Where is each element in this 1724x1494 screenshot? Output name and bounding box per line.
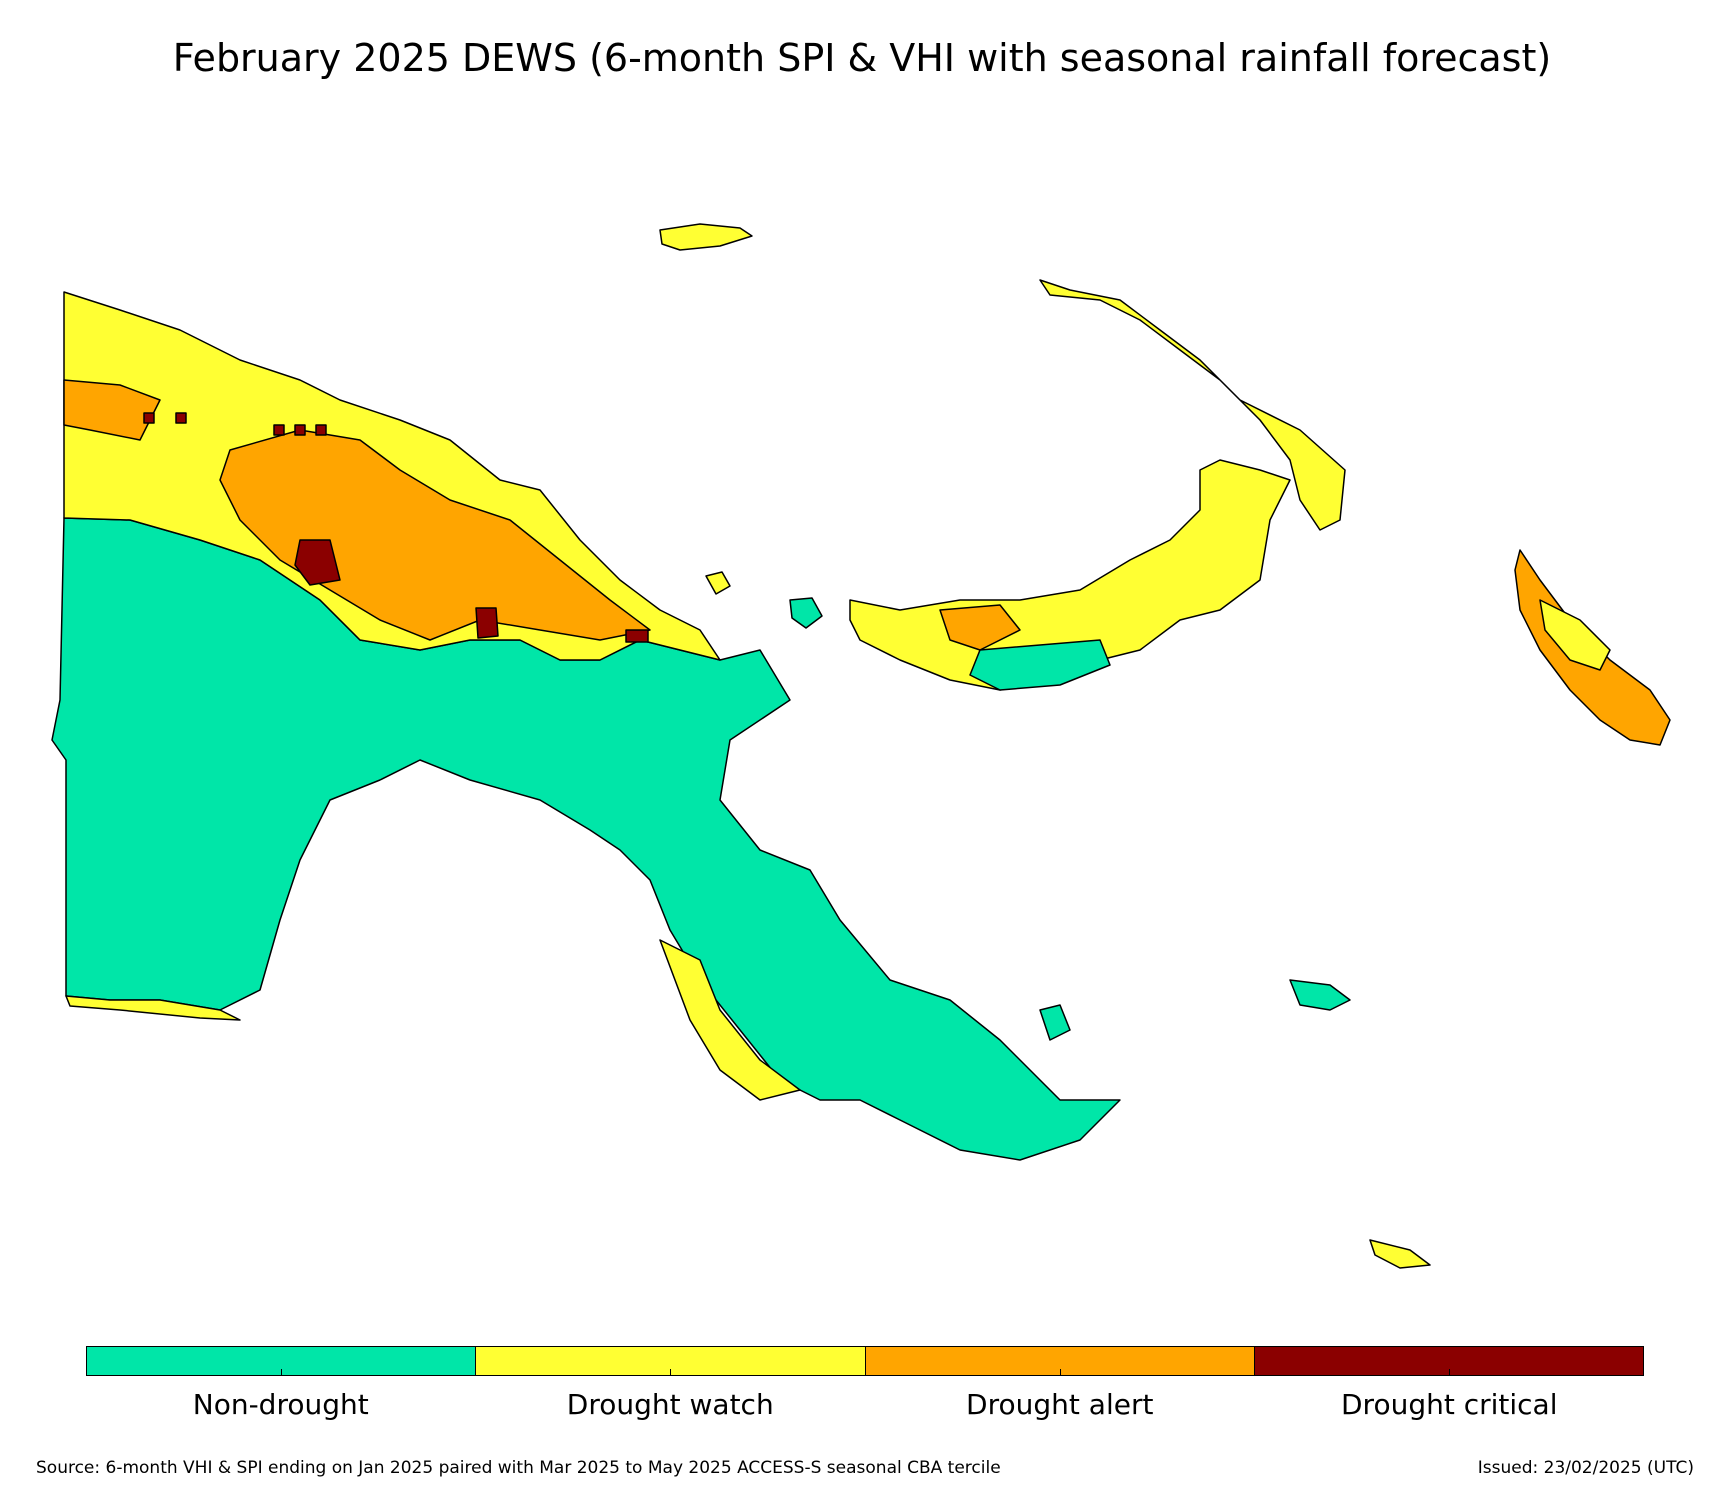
goodenough-island (1039, 1004, 1071, 1041)
legend-colorbar (86, 1346, 1644, 1376)
mainland-drought-alert-region (219, 429, 651, 641)
map-title: February 2025 DEWS (6-month SPI & VHI wi… (172, 36, 1552, 80)
legend-label-drought-alert: Drought alert (966, 1388, 1154, 1421)
critical-patch-2 (475, 607, 499, 639)
issued-date: Issued: 23/02/2025 (UTC) (1477, 1458, 1694, 1478)
karkar-island (789, 597, 823, 629)
legend-swatch-drought-alert (864, 1347, 1254, 1375)
critical-patch-4 (273, 424, 285, 436)
critical-patch-5 (294, 424, 306, 436)
legend-label-drought-critical: Drought critical (1340, 1388, 1558, 1421)
southeast-watch-patch (659, 939, 801, 1101)
new-britain-alert (939, 604, 1021, 651)
source-note: Source: 6-month VHI & SPI ending on Jan … (36, 1458, 1001, 1478)
new-ireland (1039, 279, 1346, 531)
legend-swatch-drought-critical (1253, 1347, 1643, 1375)
critical-patch-3 (625, 629, 649, 643)
legend-label-non-drought: Non-drought (192, 1388, 369, 1421)
legend-label-drought-watch: Drought watch (566, 1388, 774, 1421)
critical-patch-6 (315, 424, 327, 436)
legend-labels: Non-drought Drought watch Drought alert … (86, 1388, 1644, 1421)
legend-swatch-non-drought (87, 1347, 476, 1375)
legend-swatch-drought-watch (475, 1347, 865, 1375)
manus-island (659, 223, 753, 251)
critical-patch-7 (143, 412, 155, 424)
louisiade-island (1369, 1239, 1431, 1269)
southwest-watch-strip (65, 995, 241, 1021)
milne-bay-islands (1289, 979, 1351, 1011)
bougainville-watch (1539, 599, 1611, 671)
critical-patch-1 (294, 539, 341, 586)
new-britain-green (969, 639, 1111, 691)
northwest-alert-patch (63, 379, 161, 441)
critical-patch-8 (175, 412, 187, 424)
long-island (705, 571, 731, 595)
